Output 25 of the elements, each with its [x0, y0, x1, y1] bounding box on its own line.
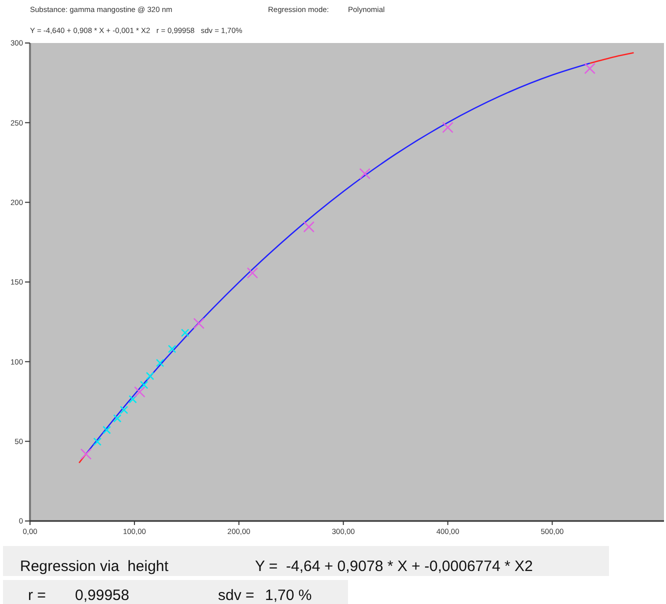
text: Y = -4,64 + 0,9078 * X + -0,0006774 * X2 — [255, 558, 533, 575]
text: 0,99958 — [75, 587, 130, 604]
point — [134, 386, 146, 398]
point — [80, 448, 92, 460]
point — [246, 267, 258, 279]
point — [359, 168, 371, 180]
point — [146, 372, 154, 380]
point — [93, 438, 102, 446]
point — [113, 414, 122, 423]
point — [442, 122, 454, 134]
point — [584, 62, 596, 74]
text: 1,70 % — [265, 587, 312, 604]
line-series — [86, 62, 590, 454]
point — [120, 406, 128, 414]
text: sdv = — [218, 587, 255, 604]
text: r = — [28, 587, 46, 604]
point — [128, 395, 137, 404]
point — [156, 358, 164, 368]
point — [140, 380, 148, 390]
point — [102, 426, 111, 434]
text: Regression via height — [20, 558, 170, 575]
point — [168, 344, 176, 354]
point — [180, 328, 190, 337]
point — [193, 318, 205, 330]
point — [303, 221, 315, 233]
